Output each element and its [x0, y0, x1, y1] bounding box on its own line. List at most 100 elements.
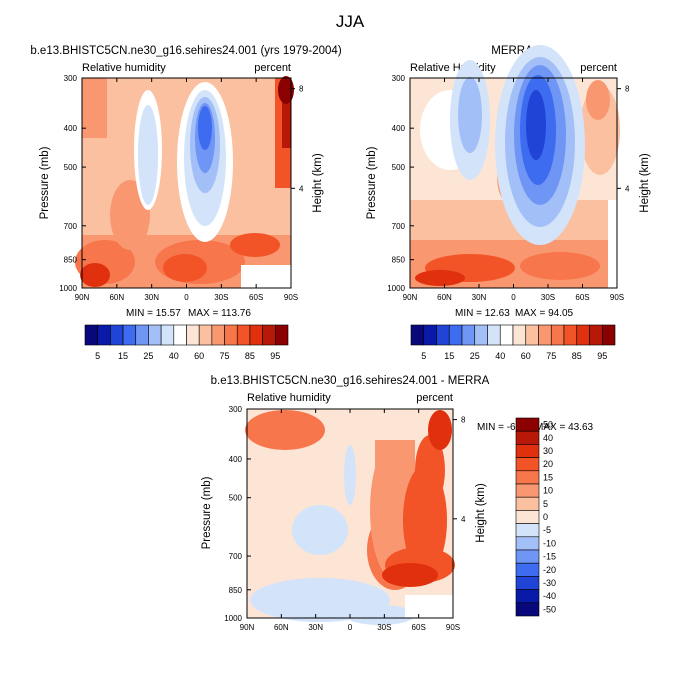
panel-model-y-tick-label: 500: [64, 163, 78, 172]
panel-difference-colorbar-label: -50: [543, 604, 556, 614]
panel-model-x-tick-label: 30S: [214, 293, 228, 302]
panel-merra-colorbar-label: 85: [572, 351, 582, 361]
panel-difference-x-tick-label: 60S: [412, 623, 426, 632]
panel-difference-colorbar-label: 10: [543, 486, 553, 496]
panel-difference-y-tick-label: 700: [229, 552, 243, 561]
contour-region: [458, 77, 482, 153]
panel-merra-colorbar-swatch: [499, 324, 514, 346]
panel-difference-y-tick-label: 850: [229, 586, 243, 595]
panel-merra-y-tick-label: 1000: [387, 284, 405, 293]
panel-model-y-right-tick-label: 8: [299, 85, 304, 94]
panel-merra-y-tick-label: 850: [392, 256, 406, 265]
panel-merra-x-tick-label: 30S: [541, 293, 555, 302]
panel-merra-x-tick-label: 90N: [403, 293, 418, 302]
panel-model-ylabel-right: Height (km): [312, 153, 324, 213]
panel-model-colorbar-swatch: [186, 324, 200, 346]
panel-difference-colorbar-swatch: [515, 510, 540, 524]
panel-difference-colorbar-label: -5: [543, 525, 551, 535]
panel-merra-colorbar: 5 15 25 40 60 75 85 95: [410, 324, 616, 361]
panel-model-y-tick-label: 850: [64, 256, 78, 265]
panel-model: b.e13.BHISTC5CN.ne30_g16.sehires24.001 (…: [30, 45, 341, 361]
panel-model-colorbar-label: 60: [194, 351, 204, 361]
panel-difference-colorbar-swatch: [515, 602, 540, 617]
panel-model-axes: 90N 60N 30N 0 30S 60S 90S 300 400 500 700 850 1000 8 4: [59, 74, 304, 302]
contour-region: [245, 410, 325, 450]
panel-merra-colorbar-swatch: [550, 324, 565, 346]
panel-difference-colorbar-label: 20: [543, 459, 553, 469]
panel-merra-colorbar-label: 15: [444, 351, 454, 361]
panel-difference-min-label: MIN = -6.92: [477, 422, 530, 433]
panel-difference-colorbar-label: -40: [543, 591, 556, 601]
panel-model-x-tick-label: 0: [184, 293, 189, 302]
panel-difference-variable-label: Relative humidity: [247, 392, 331, 404]
panel-difference-ylabel: Pressure (mb): [201, 476, 213, 549]
panel-merra-y-tick-label: 700: [392, 222, 406, 231]
panel-model-colorbar-swatch: [148, 324, 162, 346]
panel-difference-colorbar-swatch: [515, 444, 540, 458]
panel-model-colorbar-swatch: [249, 324, 263, 346]
panel-difference-colorbar-label: 0: [543, 512, 548, 522]
contour-region: [415, 270, 465, 286]
panel-difference-colorbar-label: -10: [543, 538, 556, 548]
panel-model-y-tick-label: 300: [64, 74, 78, 83]
panel-merra-colorbar-swatch: [563, 324, 578, 346]
panel-difference-colorbar-label: 5: [543, 499, 548, 509]
panel-difference-ylabel-right: Height (km): [475, 483, 487, 543]
panel-model-colorbar-swatch: [275, 324, 289, 346]
contour-region: [382, 563, 438, 587]
panel-merra-colorbar-swatch: [461, 324, 476, 346]
contour-region: [344, 445, 356, 505]
figure-title: JJA: [336, 12, 365, 31]
panel-merra-ylabel-right: Height (km): [639, 153, 651, 213]
panel-model-colorbar: 5 15 25 40 60 75 85 95: [84, 324, 289, 361]
panel-difference-units-label: percent: [416, 392, 453, 404]
panel-model-colorbar-label: 75: [220, 351, 230, 361]
panel-difference-max-label: MAX = 43.63: [535, 422, 594, 433]
panel-merra-y-tick-label: 400: [392, 124, 406, 133]
panel-merra-colorbar-swatch: [448, 324, 463, 346]
contour-region: [198, 106, 212, 150]
panel-model-y-tick-label: 400: [64, 124, 78, 133]
panel-difference-colorbar-label: 40: [543, 433, 553, 443]
panel-difference-y-right-tick-label: 4: [461, 515, 466, 524]
panel-model-title: b.e13.BHISTC5CN.ne30_g16.sehires24.001 (…: [30, 45, 341, 57]
panel-model-variable-label: Relative humidity: [82, 62, 166, 74]
panel-difference-colorbar-label: 50: [543, 420, 553, 430]
panel-model-colorbar-label: 5: [95, 351, 100, 361]
panel-merra-colorbar-label: 40: [495, 351, 505, 361]
panel-difference-colorbar-label: -20: [543, 565, 556, 575]
panel-merra-y-right-tick-label: 4: [625, 184, 630, 193]
panel-merra-colorbar-swatch: [589, 324, 603, 346]
panel-merra-colorbar-swatch: [512, 324, 527, 346]
contour-region: [586, 80, 610, 120]
panel-merra-x-tick-label: 60N: [437, 293, 452, 302]
contour-region: [282, 78, 291, 148]
panel-merra-units-label: percent: [580, 62, 617, 74]
panel-difference-colorbar-label: 30: [543, 446, 553, 456]
panel-difference: b.e13.BHISTC5CN.ne30_g16.sehires24.001 -…: [201, 375, 594, 632]
contour-region: [520, 252, 600, 280]
panel-merra-colorbar-swatch: [538, 324, 552, 346]
panel-merra-colorbar-swatch: [576, 324, 590, 346]
panel-model-y-tick-label: 1000: [59, 284, 77, 293]
panel-model-colorbar-swatch: [236, 324, 251, 346]
panel-model-contour-field: [75, 76, 294, 288]
panel-model-max-label: MAX = 113.76: [188, 308, 251, 319]
panel-model-ylabel: Pressure (mb): [39, 146, 51, 219]
panel-difference-colorbar-swatch: [515, 496, 540, 511]
panel-merra-y-tick-label: 300: [392, 74, 406, 83]
panel-model-missing-data-patch: [241, 265, 291, 288]
panel-model-colorbar-label: 40: [169, 351, 179, 361]
panel-difference-y-right-tick-label: 8: [461, 416, 466, 425]
panel-model-x-tick-label: 90N: [75, 293, 90, 302]
panel-model-colorbar-swatch: [160, 324, 175, 346]
panel-merra-colorbar-swatch: [423, 324, 437, 346]
panel-difference-axes: 90N 60N 30N 0 30S 60S 90S 300 400 500 700 850 1000 8 4: [224, 405, 466, 632]
panel-difference-colorbar-swatch: [515, 562, 540, 577]
panel-merra-x-tick-label: 60S: [575, 293, 589, 302]
contour-region: [428, 410, 452, 450]
panel-difference-colorbar-swatch: [515, 457, 540, 472]
panel-difference-y-tick-label: 1000: [224, 614, 242, 623]
panel-merra-axes: 90N 60N 30N 0 30S 60S 90S 300 400 500 700 850 1000 8 4: [387, 74, 630, 302]
panel-merra-variable-label: Relative Humidity: [410, 62, 496, 74]
